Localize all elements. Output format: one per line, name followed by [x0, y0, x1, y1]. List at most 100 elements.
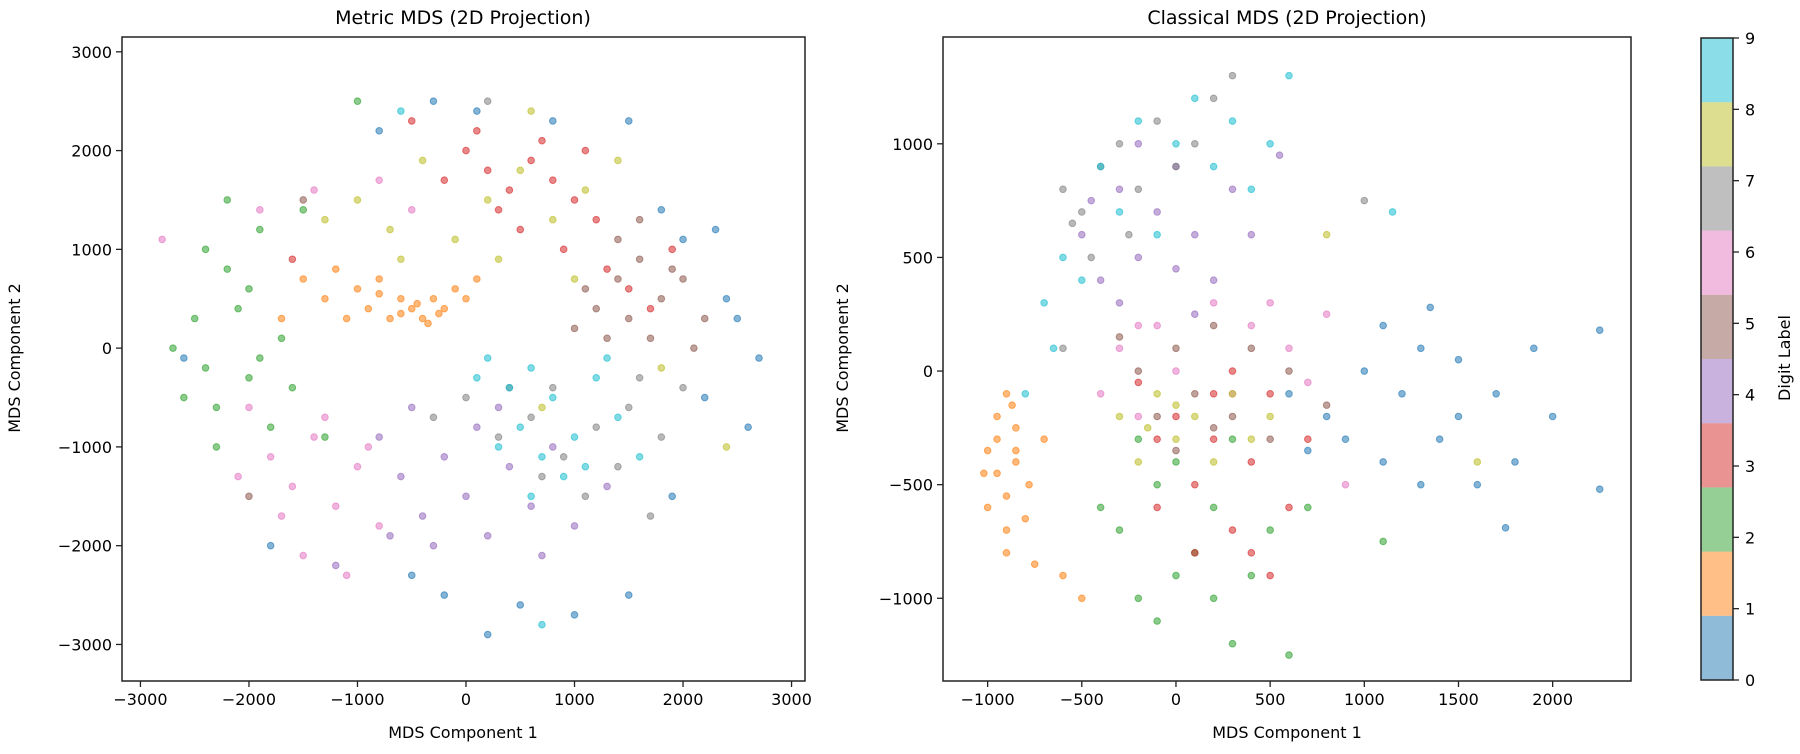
y-tick-label: −500: [889, 476, 933, 495]
data-point-digit-1: [364, 304, 373, 313]
data-point-digit-2: [245, 373, 253, 382]
data-point-digit-3: [494, 206, 503, 214]
data-point-digit-5: [635, 255, 644, 264]
data-point-digit-8: [483, 196, 492, 204]
data-point-digit-1: [1021, 514, 1030, 523]
data-point-digit-8: [1134, 458, 1143, 466]
colorbar-segment-4: [1701, 359, 1733, 424]
data-point-digit-1: [375, 290, 383, 298]
data-point-digit-8: [1322, 230, 1331, 239]
data-point-digit-0: [624, 591, 633, 599]
data-point-digit-7: [1153, 117, 1161, 125]
data-point-digit-2: [1153, 480, 1161, 489]
data-point-digit-5: [614, 235, 622, 244]
data-point-digit-0: [1379, 458, 1387, 466]
data-point-digit-7: [581, 492, 590, 501]
data-point-digit-3: [1191, 480, 1199, 489]
data-point-digit-1: [451, 285, 459, 293]
data-point-digit-6: [256, 206, 264, 214]
data-point-digit-2: [169, 344, 177, 352]
data-point-digit-5: [679, 275, 687, 283]
data-point-digit-8: [527, 107, 535, 115]
data-point-digit-0: [711, 225, 720, 234]
data-point-digit-0: [722, 294, 731, 303]
data-point-digit-1: [1078, 594, 1086, 603]
data-point-digit-6: [310, 186, 318, 194]
data-point-digit-8: [1247, 435, 1256, 444]
data-point-digit-1: [331, 265, 340, 273]
y-tick-label: 500: [902, 248, 933, 267]
data-point-digit-6: [1209, 299, 1218, 307]
data-point-digit-9: [1172, 140, 1180, 148]
data-point-digit-4: [1115, 299, 1124, 307]
data-point-digit-2: [201, 245, 210, 254]
data-point-digit-1: [407, 304, 416, 313]
y-tick-label: −2000: [58, 537, 112, 556]
data-point-digit-2: [1134, 435, 1143, 444]
data-point-digit-7: [635, 373, 644, 382]
data-point-digit-3: [592, 215, 601, 224]
data-point-digit-0: [1595, 326, 1604, 334]
data-point-digit-9: [592, 373, 601, 382]
data-point-digit-1: [462, 294, 470, 303]
data-point-digit-0: [1426, 303, 1435, 312]
data-point-digit-0: [1454, 412, 1463, 421]
data-point-digit-7: [462, 393, 470, 402]
data-point-digit-6: [1285, 344, 1293, 353]
data-point-digit-5: [1228, 412, 1237, 421]
data-point-digit-6: [266, 452, 275, 461]
x-tick-label: −3000: [113, 690, 167, 709]
data-point-digit-2: [1285, 651, 1293, 659]
data-point-digit-0: [1548, 412, 1557, 421]
data-point-digit-8: [1473, 458, 1482, 466]
data-point-digit-9: [1388, 208, 1397, 216]
data-point-digit-5: [668, 265, 676, 273]
data-point-digit-3: [1209, 389, 1218, 398]
data-point-digit-1: [440, 304, 449, 313]
data-point-digit-2: [223, 265, 232, 273]
y-tick-label: 1000: [71, 240, 112, 259]
data-point-digit-0: [1379, 321, 1387, 330]
data-point-digit-5: [1266, 435, 1274, 444]
data-point-digit-9: [1191, 94, 1199, 103]
data-point-digit-5: [1134, 367, 1143, 375]
data-point-digit-7: [429, 413, 438, 422]
data-point-digit-7: [1115, 140, 1124, 148]
points: [980, 71, 1604, 659]
colorbar-segment-9: [1701, 38, 1733, 103]
data-point-digit-4: [429, 541, 438, 550]
data-point-digit-2: [1172, 571, 1180, 580]
data-point-digit-4: [473, 423, 481, 431]
data-point-digit-7: [1228, 71, 1237, 80]
points: [158, 97, 763, 639]
data-point-digit-0: [1398, 389, 1406, 398]
data-point-digit-4: [505, 462, 514, 471]
data-point-digit-6: [1304, 378, 1312, 387]
data-point-digit-5: [614, 275, 622, 283]
data-point-digit-9: [516, 423, 525, 431]
data-point-digit-5: [700, 314, 709, 323]
x-tick-label: 2000: [663, 690, 704, 709]
data-point-digit-2: [212, 403, 221, 412]
data-point-digit-3: [570, 196, 579, 204]
data-point-digit-2: [201, 364, 210, 372]
data-point-digit-1: [1025, 480, 1033, 489]
data-point-digit-6: [331, 502, 340, 510]
data-point-digit-2: [223, 196, 232, 204]
data-point-digit-7: [1078, 208, 1086, 216]
colorbar-tick-label: 1: [1745, 600, 1755, 619]
data-point-digit-3: [505, 186, 514, 194]
data-point-digit-0: [266, 541, 275, 550]
data-point-digit-9: [1049, 344, 1058, 353]
colorbar-tick-label: 6: [1745, 243, 1755, 262]
data-point-digit-4: [407, 403, 416, 412]
data-point-digit-4: [1134, 253, 1143, 262]
data-point-digit-9: [1059, 253, 1067, 262]
data-point-digit-7: [679, 383, 687, 392]
data-point-digit-3: [1209, 435, 1218, 444]
data-point-digit-1: [473, 275, 481, 283]
data-point-digit-1: [418, 314, 427, 323]
y-tick-label: −1000: [879, 589, 933, 608]
data-point-digit-6: [353, 462, 362, 471]
